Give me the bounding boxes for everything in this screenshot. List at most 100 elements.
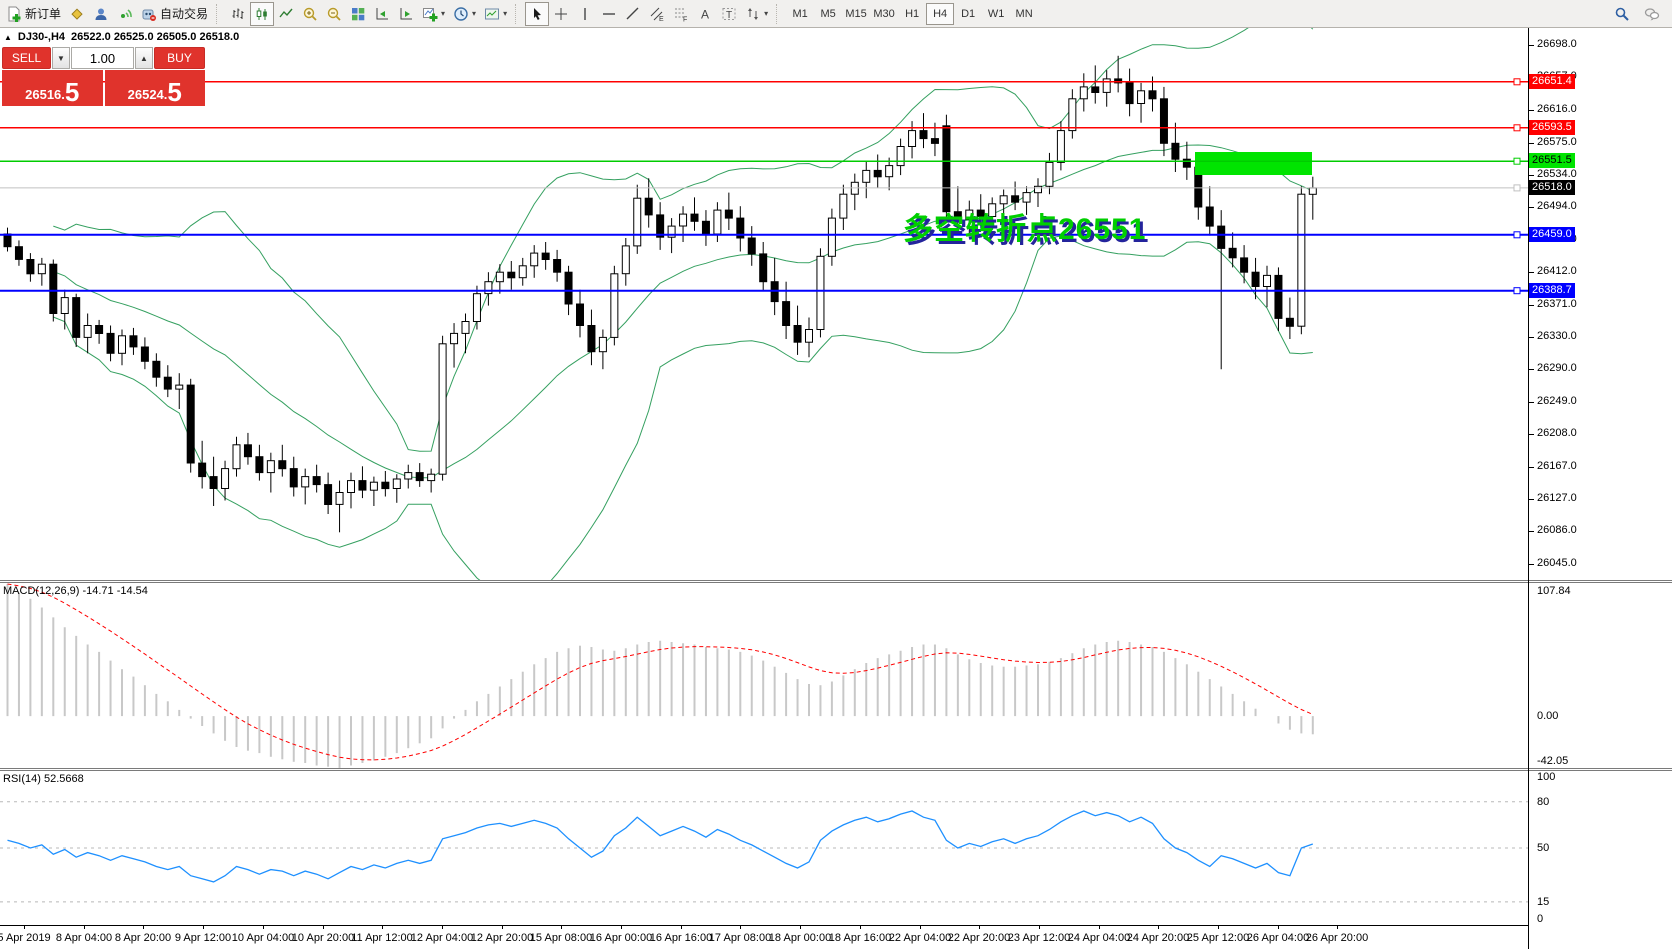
fibonacci-button[interactable]: F bbox=[669, 2, 693, 26]
timeframe-d1[interactable]: D1 bbox=[954, 3, 982, 25]
price-tick-mark bbox=[1529, 110, 1534, 111]
sell-button[interactable]: SELL bbox=[2, 47, 51, 69]
periods-button[interactable]: ▾ bbox=[449, 2, 480, 26]
candlestick-chart-canvas[interactable] bbox=[0, 28, 1528, 580]
buy-price-panel[interactable]: 26524. 5 bbox=[104, 70, 205, 106]
text-label-button[interactable]: T bbox=[717, 2, 741, 26]
timeframe-h4[interactable]: H4 bbox=[926, 2, 955, 25]
bull-candle bbox=[1137, 82, 1146, 123]
timeframe-w1[interactable]: W1 bbox=[982, 3, 1010, 25]
dropdown-caret: ▾ bbox=[441, 8, 446, 18]
date-tick bbox=[263, 926, 264, 929]
crosshair-button[interactable] bbox=[549, 2, 573, 26]
price-tick-mark bbox=[1529, 499, 1534, 500]
rsi-axis-label: 0 bbox=[1537, 913, 1544, 925]
cursor-icon bbox=[534, 7, 542, 20]
price-tick-label: 26494.0 bbox=[1537, 200, 1577, 212]
level-anchor bbox=[1513, 78, 1521, 86]
bear-candle bbox=[3, 227, 12, 252]
date-label: 26 Apr 04:00 bbox=[1246, 932, 1310, 944]
bear-candle bbox=[793, 305, 802, 355]
chat-button[interactable] bbox=[1640, 2, 1664, 26]
zoom-in-button[interactable] bbox=[298, 2, 322, 26]
bull-candle bbox=[850, 173, 859, 211]
timeframe-m30[interactable]: M30 bbox=[870, 3, 898, 25]
date-label: 15 Apr 08:00 bbox=[529, 932, 593, 944]
plot-column: ▲ DJ30-,H4 26522.0 26525.0 26505.0 26518… bbox=[0, 28, 1528, 949]
bear-candle bbox=[690, 197, 699, 231]
main-chart-panel[interactable]: ▲ DJ30-,H4 26522.0 26525.0 26505.0 26518… bbox=[0, 28, 1528, 580]
tile-windows-button[interactable] bbox=[346, 2, 370, 26]
level-badge: 26593.5 bbox=[1529, 120, 1575, 135]
community-button[interactable] bbox=[89, 2, 113, 26]
sell-price-panel[interactable]: 26516. 5 bbox=[2, 70, 103, 106]
line-chart-icon bbox=[279, 8, 293, 17]
indicators-add-button[interactable]: ▾ bbox=[418, 2, 449, 26]
autotrade-button[interactable]: 自动交易 bbox=[137, 2, 212, 26]
auto-scroll-button[interactable] bbox=[394, 2, 418, 26]
bull-candle bbox=[427, 468, 436, 493]
indicators-add-icon bbox=[423, 7, 438, 21]
price-tick-mark bbox=[1529, 369, 1534, 370]
volume-down-button[interactable]: ▼ bbox=[52, 47, 70, 69]
date-tick bbox=[979, 926, 980, 929]
timeframe-m1[interactable]: M1 bbox=[786, 3, 814, 25]
rsi-panel[interactable]: RSI(14) 52.5668 bbox=[0, 771, 1528, 925]
text-button[interactable]: A bbox=[693, 2, 717, 26]
rsi-axis[interactable]: 100 80 50 15 0 bbox=[1529, 771, 1672, 925]
macd-axis[interactable]: 107.84 0.00 -42.05 bbox=[1529, 583, 1672, 768]
bear-candle bbox=[198, 440, 207, 489]
rsi-chart-canvas[interactable] bbox=[0, 771, 1528, 925]
channel-icon: E bbox=[650, 7, 664, 22]
price-tick-mark bbox=[1529, 175, 1534, 176]
bear-candle bbox=[644, 178, 653, 228]
timeframe-m15[interactable]: M15 bbox=[842, 3, 870, 25]
macd-chart-canvas[interactable] bbox=[0, 583, 1528, 768]
arrows-button[interactable]: ▾ bbox=[741, 2, 772, 26]
panel-separator[interactable] bbox=[0, 768, 1528, 771]
chart-annotation-text: 多空转折点26551 bbox=[903, 213, 1147, 246]
horizontal-line-button[interactable] bbox=[597, 2, 621, 26]
sell-price: 26516. bbox=[25, 87, 65, 103]
timeframe-h1[interactable]: H1 bbox=[898, 3, 926, 25]
shift-end-button[interactable] bbox=[370, 2, 394, 26]
bear-candle bbox=[163, 365, 172, 398]
timeframe-m5[interactable]: M5 bbox=[814, 3, 842, 25]
buy-button[interactable]: BUY bbox=[154, 47, 205, 69]
dropdown-caret: ▾ bbox=[472, 8, 477, 18]
price-axis-column: 26698.026657.026616.026575.026534.026494… bbox=[1528, 28, 1672, 949]
bar-chart-button[interactable] bbox=[226, 2, 250, 26]
search-button[interactable] bbox=[1610, 2, 1634, 26]
price-tick-label: 26045.0 bbox=[1537, 557, 1577, 569]
line-chart-button[interactable] bbox=[274, 2, 298, 26]
time-axis[interactable]: 5 Apr 2019 8 Apr 04:00 8 Apr 20:00 9 Apr 12… bbox=[0, 925, 1528, 949]
volume-up-button[interactable]: ▲ bbox=[135, 47, 153, 69]
volume-input[interactable] bbox=[71, 47, 134, 69]
price-axis[interactable]: 26698.026657.026616.026575.026534.026494… bbox=[1529, 28, 1672, 580]
date-tick bbox=[800, 926, 801, 929]
panel-separator bbox=[1529, 768, 1672, 771]
panel-separator[interactable] bbox=[0, 580, 1528, 583]
channel-button[interactable]: E bbox=[645, 2, 669, 26]
bear-candle bbox=[289, 456, 298, 497]
templates-button[interactable]: ▾ bbox=[480, 2, 511, 26]
bear-candle bbox=[324, 472, 333, 514]
cursor-button[interactable] bbox=[525, 1, 550, 26]
price-tick-mark bbox=[1529, 434, 1534, 435]
vertical-line-button[interactable] bbox=[573, 2, 597, 26]
zoom-out-button[interactable] bbox=[322, 2, 346, 26]
bear-candle bbox=[976, 194, 985, 227]
quotes-button[interactable] bbox=[65, 2, 89, 26]
new-order-button[interactable]: 新订单 bbox=[2, 2, 65, 26]
trade-widget-prices: 26516. 5 26524. 5 bbox=[2, 70, 205, 106]
candlestick-chart-button[interactable] bbox=[250, 1, 275, 26]
signals-button[interactable] bbox=[113, 2, 137, 26]
bull-candle bbox=[999, 189, 1008, 219]
collapse-icon[interactable]: ▲ bbox=[4, 32, 12, 42]
macd-panel[interactable]: MACD(12,26,9) -14.71 -14.54 bbox=[0, 583, 1528, 768]
timeframe-mn[interactable]: MN bbox=[1010, 3, 1038, 25]
community-icon bbox=[95, 8, 107, 20]
price-tick-mark bbox=[1529, 531, 1534, 532]
bull-candle bbox=[1045, 152, 1054, 195]
trendline-button[interactable] bbox=[621, 2, 645, 26]
